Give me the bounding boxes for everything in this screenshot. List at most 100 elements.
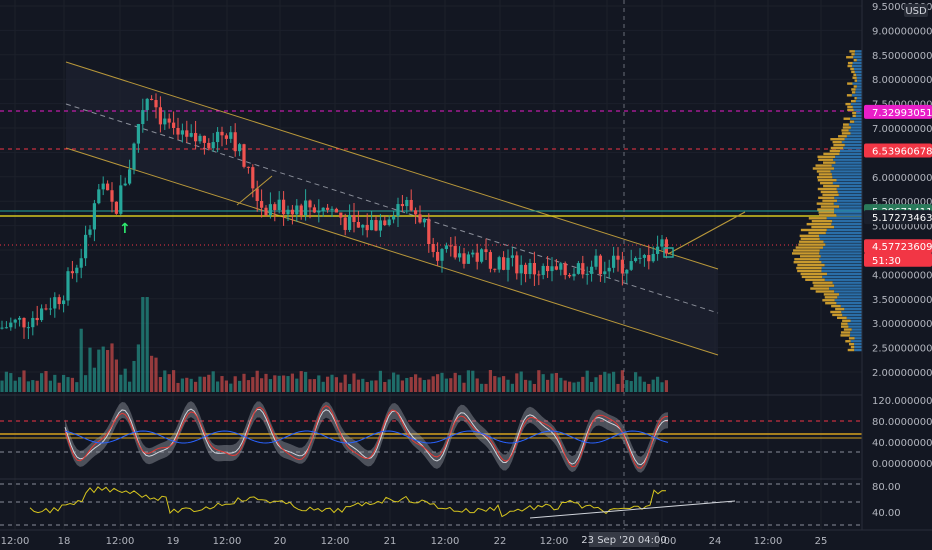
volume-bar (238, 380, 242, 392)
candle-body (198, 135, 202, 142)
profile-bar-up (852, 82, 862, 85)
currency-badge[interactable] (904, 4, 928, 17)
profile-bar-down (847, 108, 854, 112)
candle-body (427, 218, 431, 244)
profile-bar-down (822, 199, 837, 202)
volume-bar (290, 373, 294, 392)
profile-bar-up (849, 334, 862, 337)
time-axis-label: 12:00 (754, 536, 783, 547)
profile-bar-down (852, 111, 857, 115)
candle-body (304, 200, 308, 216)
price-axis-label: 3.00000000 (872, 319, 932, 330)
time-axis-bg[interactable] (0, 530, 932, 550)
candle-body (211, 142, 215, 149)
profile-bar-down (816, 202, 834, 205)
profile-bar-down (810, 287, 830, 290)
candle-body (647, 255, 651, 262)
price-axis-label: 7.00000000 (872, 124, 932, 135)
price-tag-label: 7.32993051 (872, 108, 932, 119)
profile-bar-down (820, 190, 838, 194)
profile-bar-down (829, 149, 840, 153)
volume-bar (651, 379, 655, 392)
profile-bar-down (842, 319, 851, 322)
profile-bar-down (823, 161, 836, 164)
profile-bar-down (830, 138, 845, 141)
price-tag[interactable] (864, 143, 932, 158)
profile-bar-down (841, 322, 848, 325)
volume-bar (563, 380, 567, 392)
profile-bar-up (832, 220, 862, 223)
profile-bar-up (851, 94, 862, 97)
volume-bar (616, 383, 620, 392)
candle-body (620, 259, 624, 274)
candles-layer (0, 93, 668, 340)
profile-bar-down (815, 290, 835, 293)
volume-bar (330, 374, 334, 392)
profile-bar-down (843, 123, 849, 126)
volume-bar (647, 383, 651, 392)
osc2-trend-line[interactable] (529, 500, 736, 519)
channel-upper-line[interactable] (65, 61, 719, 270)
volume-bar (572, 382, 576, 392)
profile-bar-up (836, 214, 862, 217)
candle-body (339, 212, 343, 218)
osc2-axis-label: 40.00 (872, 508, 901, 519)
profile-bar-up (837, 296, 862, 299)
candle-body (405, 199, 409, 207)
price-tag[interactable] (864, 239, 932, 254)
profile-bar-down (817, 187, 837, 191)
candle-body (629, 261, 633, 270)
volume-bar (625, 380, 629, 392)
volume-bar (612, 371, 616, 392)
volume-bar (581, 376, 585, 392)
candle-body (268, 204, 272, 216)
volume-bar (321, 381, 325, 392)
profile-bar-down (832, 140, 842, 144)
projection-anchor[interactable] (663, 247, 674, 258)
profile-bar-up (856, 85, 862, 88)
profile-bar-up (834, 208, 862, 211)
volume-bar (277, 375, 281, 392)
channel-lower-line[interactable] (65, 147, 719, 356)
profile-bar-down (847, 64, 853, 68)
candle-body (656, 246, 660, 254)
profile-bar-down (818, 196, 835, 199)
volume-bar (414, 374, 418, 392)
volume-bar (150, 355, 154, 392)
profile-bar-up (819, 252, 862, 255)
volume-bar (312, 379, 316, 392)
price-tag[interactable] (864, 210, 932, 225)
profile-bar-down (852, 114, 856, 117)
profile-bar-up (836, 199, 862, 202)
profile-bar-up (833, 202, 862, 205)
candle-body (603, 271, 607, 275)
volume-bar (202, 376, 206, 392)
candle-body (286, 209, 290, 215)
volume-bar (242, 373, 246, 392)
profile-bar-up (850, 132, 862, 135)
candle-body (26, 327, 30, 329)
price-tag[interactable] (864, 252, 932, 267)
volume-bar (378, 370, 382, 392)
volume-bar (554, 372, 558, 392)
profile-bar-down (797, 269, 822, 273)
profile-bar-up (852, 105, 862, 109)
volume-bar (440, 372, 444, 392)
profile-bar-down (806, 222, 832, 226)
projection-line[interactable] (667, 211, 746, 255)
profile-bar-down (812, 281, 833, 284)
price-axis-bg[interactable] (862, 0, 932, 550)
profile-bar-up (844, 138, 862, 141)
volume-bar (255, 370, 259, 392)
profile-bar-down (794, 258, 820, 261)
trend-line-short[interactable] (236, 175, 273, 206)
osc2-line (29, 486, 667, 518)
volume-bar (62, 374, 66, 392)
volume-bar (519, 371, 523, 392)
volume-bar (4, 371, 8, 392)
price-tag[interactable] (864, 104, 932, 119)
candle-body (343, 217, 347, 230)
volume-bar (462, 382, 466, 392)
